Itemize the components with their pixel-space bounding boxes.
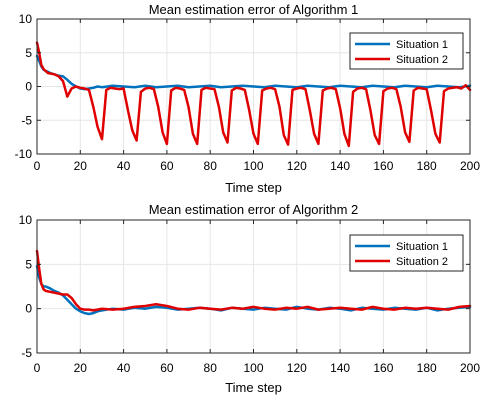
x-tick-label: 200 [460, 361, 480, 375]
x-tick-label: 160 [373, 159, 393, 173]
legend-box [349, 234, 464, 272]
x-tick-label: 120 [287, 361, 307, 375]
x-tick-label: 60 [160, 159, 174, 173]
series-line-situation-1 [35, 54, 472, 91]
x-tick-label: 0 [34, 159, 41, 173]
y-tick-label: 5 [25, 46, 32, 60]
y-tick-label: -5 [21, 113, 32, 127]
x-tick-label: 140 [330, 361, 350, 375]
legend-label: Situation 2 [396, 54, 448, 66]
x-tick-label: 40 [117, 159, 131, 173]
x-tick-label: 160 [373, 361, 393, 375]
legend-label: Situation 1 [396, 39, 448, 51]
x-tick-label: 180 [417, 361, 437, 375]
series-line-situation-2 [35, 249, 472, 312]
x-tick-label: 200 [460, 159, 480, 173]
legend-box [349, 32, 464, 70]
chart-title: Mean estimation error of Algorithm 1 [149, 2, 359, 17]
x-tick-label: 20 [74, 361, 88, 375]
series-line-situation-2 [35, 41, 472, 148]
y-tick-label: 5 [25, 257, 32, 271]
legend-label: Situation 1 [396, 241, 448, 253]
x-tick-label: 40 [117, 361, 131, 375]
legend: Situation 1 Situation 2 [349, 234, 464, 272]
y-tick-label: -5 [21, 346, 32, 360]
chart-title: Mean estimation error of Algorithm 2 [149, 202, 359, 217]
y-tick-label: -10 [15, 147, 33, 161]
x-tick-label: 20 [74, 159, 88, 173]
x-axis-label: Time step [225, 380, 282, 395]
x-tick-label: 0 [34, 361, 41, 375]
legend: Situation 1 Situation 2 [349, 32, 464, 70]
x-tick-label: 80 [204, 361, 218, 375]
x-tick-label: 180 [417, 159, 437, 173]
x-tick-label: 140 [330, 159, 350, 173]
x-tick-label: 100 [243, 159, 263, 173]
x-tick-label: 100 [243, 361, 263, 375]
x-tick-label: 60 [160, 361, 174, 375]
y-tick-label: 10 [19, 213, 33, 227]
x-tick-label: 120 [287, 159, 307, 173]
y-tick-label: 10 [19, 12, 33, 26]
y-tick-label: 0 [25, 302, 32, 316]
x-axis-label: Time step [225, 180, 282, 195]
y-tick-label: 0 [25, 80, 32, 94]
legend-label: Situation 2 [396, 256, 448, 268]
chart-1: 0 20 40 60 80 100 120 140 160 180 200 10 5 0 -5 -10 Mean… [15, 2, 481, 195]
x-tick-label: 80 [204, 159, 218, 173]
